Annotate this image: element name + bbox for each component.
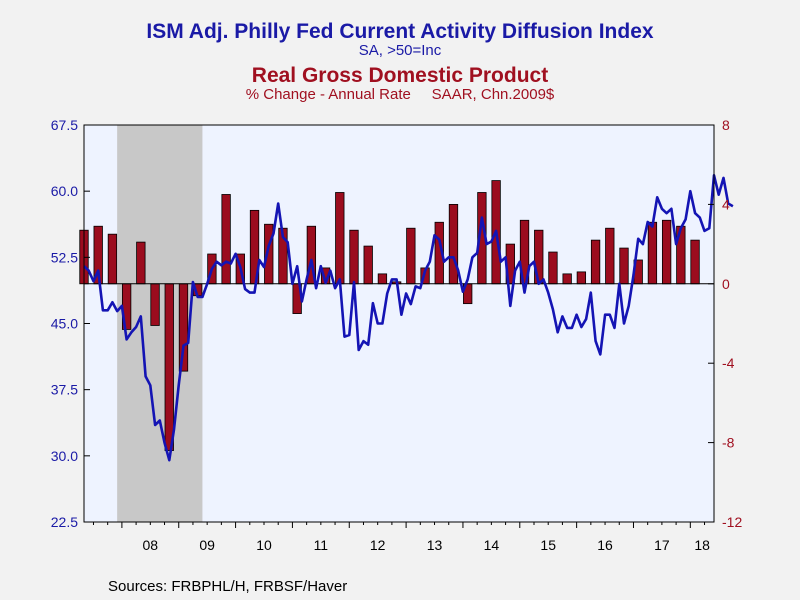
- right-tick-label: -4: [722, 355, 735, 371]
- x-tick-label: 10: [256, 537, 272, 553]
- x-tick-label: 12: [370, 537, 386, 553]
- bar: [661, 219, 672, 285]
- right-tick-label: 8: [722, 117, 730, 133]
- x-tick-label: 13: [427, 537, 443, 553]
- left-tick-label: 22.5: [51, 514, 78, 530]
- bar-series-subtitle: % Change - Annual Rate SAAR, Chn.2009$: [245, 86, 555, 103]
- source-note: Sources: FRBPHL/H, FRBSF/Haver: [108, 578, 348, 595]
- bar: [107, 233, 118, 285]
- left-tick-label: 37.5: [51, 382, 78, 398]
- left-tick-label: 45.0: [51, 316, 78, 332]
- x-tick-label: 15: [540, 537, 556, 553]
- line-series: [83, 174, 734, 462]
- bar: [178, 283, 189, 372]
- right-tick-label: 4: [722, 196, 730, 212]
- bar: [605, 227, 615, 285]
- x-tick-label: 16: [597, 537, 613, 553]
- bar: [548, 251, 558, 285]
- bar-series-title: Real Gross Domestic Product: [251, 64, 549, 87]
- bar: [647, 221, 658, 285]
- x-tick-label: 14: [484, 537, 500, 553]
- x-tick-label: 08: [143, 537, 159, 553]
- recession-shading: [117, 125, 203, 522]
- bar: [377, 273, 388, 285]
- right-tick-label: 0: [722, 276, 730, 292]
- bar: [590, 239, 601, 285]
- bar: [576, 271, 587, 285]
- x-tick-label: 18: [694, 537, 710, 553]
- line-series-subtitle: SA, >50=Inc: [358, 42, 442, 59]
- bar: [690, 239, 700, 285]
- bar: [363, 245, 373, 285]
- bar: [164, 283, 174, 451]
- right-tick-label: -8: [722, 435, 735, 451]
- right-axis: -12 -8 -4 0 4 8: [708, 117, 742, 530]
- left-tick-label: 67.5: [51, 117, 78, 133]
- right-tick-label: -12: [722, 514, 742, 530]
- x-tick-label: 17: [654, 537, 670, 553]
- left-axis: 22.5 30.0 37.5 45.0 52.5 60.0 67.5: [51, 117, 90, 530]
- x-tick-label: 09: [199, 537, 215, 553]
- bar: [335, 192, 345, 285]
- bar: [448, 203, 459, 285]
- line-series-title: ISM Adj. Philly Fed Current Activity Dif…: [146, 20, 654, 43]
- bar: [136, 241, 146, 285]
- x-tick-label: 11: [314, 537, 329, 553]
- bar: [406, 227, 416, 285]
- bar: [150, 283, 160, 326]
- bar: [619, 247, 629, 285]
- left-tick-label: 52.5: [51, 249, 78, 265]
- bar: [221, 194, 231, 285]
- left-tick-label: 60.0: [51, 183, 78, 199]
- left-tick-label: 30.0: [51, 448, 78, 464]
- x-axis: 08 09 10 11 12 13 14 15 16 17 18: [92, 522, 710, 553]
- bar: [349, 229, 359, 285]
- bar: [562, 273, 572, 285]
